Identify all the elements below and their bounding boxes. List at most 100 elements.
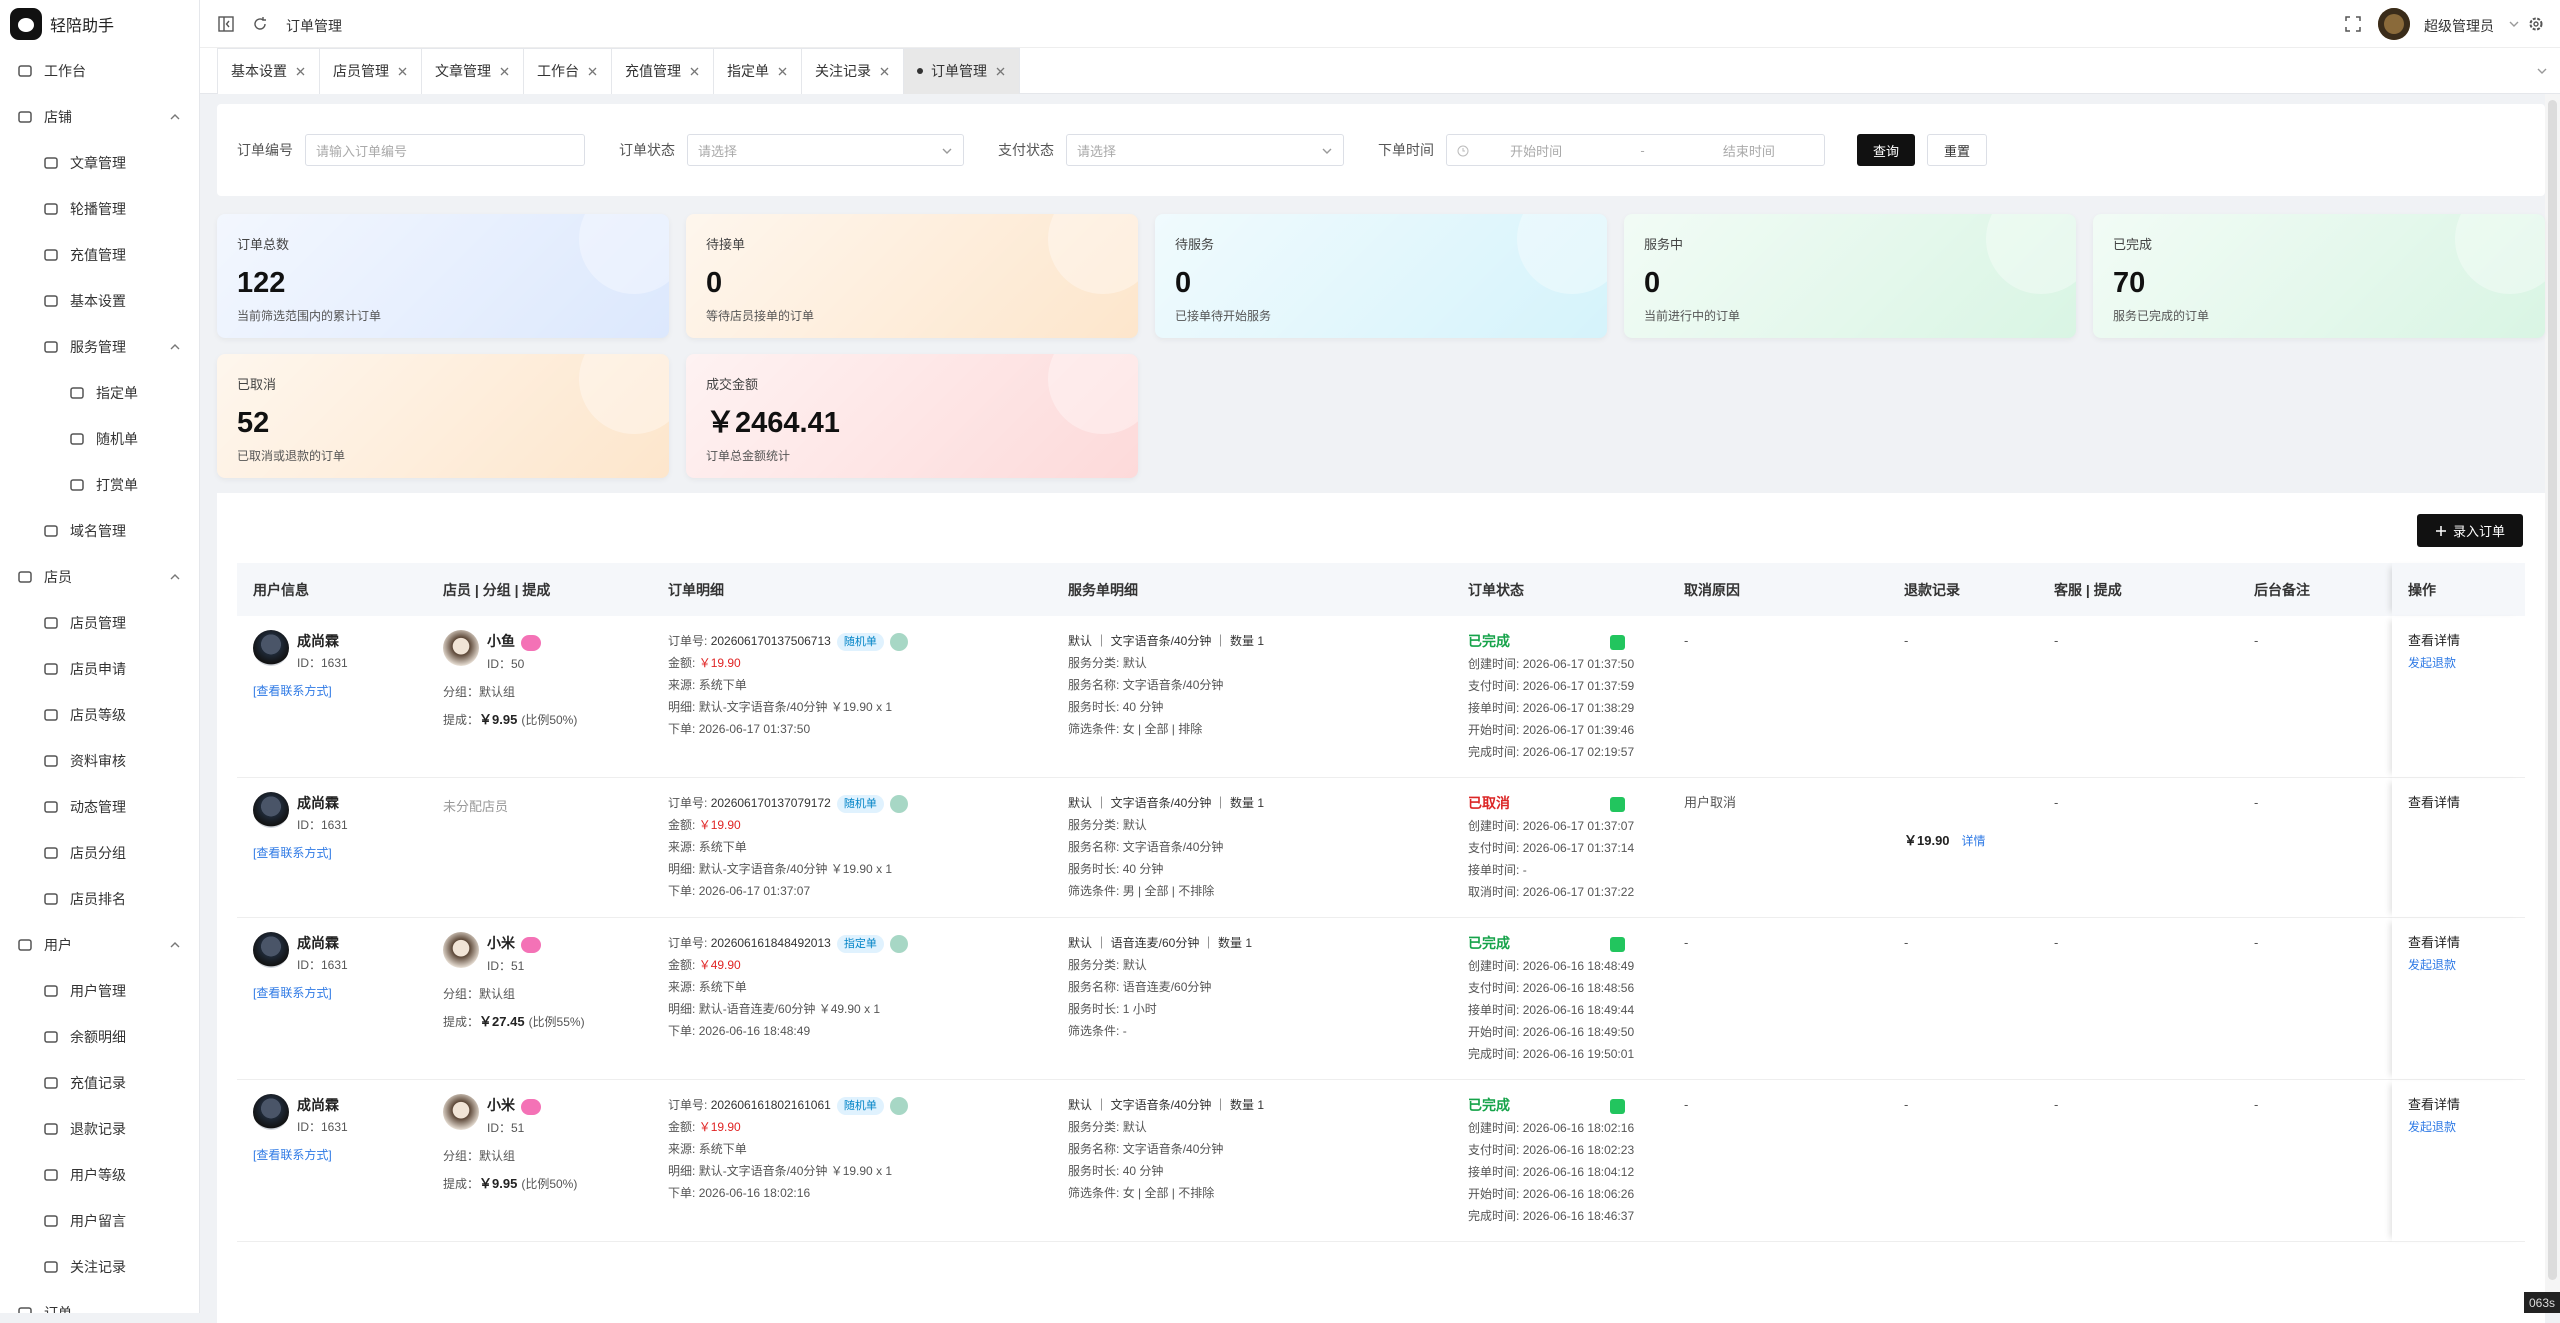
menu-item[interactable]: 域名管理 xyxy=(0,508,199,554)
tab[interactable]: 店员管理 xyxy=(319,47,422,94)
menu-item[interactable]: 用户 xyxy=(0,922,199,968)
tab-label: 文章管理 xyxy=(435,63,491,79)
detail-line: 创建时间: 2026-06-16 18:48:49 xyxy=(1468,955,1668,977)
detail-value: 系统下单 xyxy=(698,678,747,692)
expand-caret xyxy=(170,942,180,948)
menu-icon xyxy=(44,157,58,169)
contact-link[interactable]: [查看联系方式] xyxy=(253,1148,332,1162)
status-head: 已完成 xyxy=(1468,630,1668,653)
menu-item[interactable]: 充值管理 xyxy=(0,232,199,278)
menu-item[interactable]: 店员 xyxy=(0,554,199,600)
detail-value: 2026-06-17 01:37:59 xyxy=(1522,679,1635,693)
order-tag: 随机单 xyxy=(836,633,884,651)
menu-label: 用户 xyxy=(44,937,72,953)
menu-label: 店员等级 xyxy=(70,707,126,723)
action-link[interactable]: 发起退款 xyxy=(2408,656,2457,670)
menu-item[interactable]: 店员分组 xyxy=(0,830,199,876)
tab-close xyxy=(500,67,509,75)
menu-item[interactable]: 店铺 xyxy=(0,94,199,140)
menu-item[interactable]: 资料审核 xyxy=(0,738,199,784)
menu-item[interactable]: 退款记录 xyxy=(0,1106,199,1152)
menu-item[interactable]: 用户等级 xyxy=(0,1152,199,1198)
user-name: 成尚霖 xyxy=(297,633,339,649)
menu-item[interactable]: 基本设置 xyxy=(0,278,199,324)
scrollbar[interactable] xyxy=(2545,94,2560,1313)
input[interactable]: 请输入订单编号 xyxy=(305,134,585,166)
tab[interactable]: 工作台 xyxy=(523,47,612,94)
filter-label: 下单时间 xyxy=(1378,142,1434,158)
menu-item[interactable]: 指定单 xyxy=(0,370,199,416)
select[interactable]: 请选择 xyxy=(687,134,964,166)
tab[interactable]: 关注记录 xyxy=(801,47,904,94)
order-cell: 订单号: 202606161848492013 指定单 金额: ￥49.90 来源: … xyxy=(652,918,1052,1080)
add-order-button[interactable]: 录入订单 xyxy=(2417,514,2523,547)
stat-desc: 服务已完成的订单 xyxy=(2113,309,2210,323)
table-body: 成尚霖 ID：1631 [查看联系方式] 小鱼 ID：50 分组：默认组 提成：￥9.95(… xyxy=(237,616,2525,1242)
menu-item[interactable]: 店员等级 xyxy=(0,692,199,738)
table-row: 成尚霖 ID：1631 [查看联系方式] 小米 ID：51 分组：默认组 提成：￥9.95(… xyxy=(237,1080,2525,1242)
menu-item[interactable]: 服务管理 xyxy=(0,324,199,370)
chat-badge xyxy=(521,634,541,651)
menu-item[interactable]: 充值记录 xyxy=(0,1060,199,1106)
menu-item[interactable]: 工作台 xyxy=(0,48,199,94)
detail-label: 来源: xyxy=(668,678,696,692)
detail-line: 支付时间: 2026-06-16 18:02:23 xyxy=(1468,1139,1668,1161)
scroll-thumb[interactable] xyxy=(2548,100,2557,1280)
detail-value: 默认 xyxy=(1122,818,1147,832)
contact-link[interactable]: [查看联系方式] xyxy=(253,846,332,860)
detail-value: 1 小时 xyxy=(1122,1002,1157,1016)
tab[interactable]: 文章管理 xyxy=(421,47,524,94)
tag-icon xyxy=(889,1096,908,1115)
detail-label: 开始时间: xyxy=(1468,1187,1520,1201)
menu-item[interactable]: 随机单 xyxy=(0,416,199,462)
reset-button[interactable]: 重置 xyxy=(1927,134,1988,166)
action-link[interactable]: 发起退款 xyxy=(2408,958,2457,972)
action-link[interactable]: 发起退款 xyxy=(2408,1120,2457,1134)
status-label: 已完成 xyxy=(1468,935,1510,951)
menu-item[interactable]: 订单 xyxy=(0,1290,199,1313)
date-range[interactable]: 开始时间 - 结束时间 xyxy=(1446,134,1825,166)
amount-line: 金额: ￥19.90 xyxy=(668,1116,1052,1138)
action-link[interactable]: 查看详情 xyxy=(2408,795,2461,810)
menu-item[interactable]: 文章管理 xyxy=(0,140,199,186)
select[interactable]: 请选择 xyxy=(1066,134,1344,166)
select-caret xyxy=(1322,148,1332,154)
menu-item[interactable]: 用户管理 xyxy=(0,968,199,1014)
user-name[interactable]: 超级管理员 xyxy=(2424,18,2494,34)
status-head: 已完成 xyxy=(1468,932,1668,955)
action-link[interactable]: 查看详情 xyxy=(2408,935,2461,950)
tab[interactable]: 基本设置 xyxy=(217,47,320,94)
tag-icon xyxy=(889,934,908,953)
contact-link[interactable]: [查看联系方式] xyxy=(253,986,332,1000)
status-label: 已完成 xyxy=(1468,633,1510,649)
menu-item[interactable]: 店员申请 xyxy=(0,646,199,692)
detail-label: 下单: xyxy=(668,884,696,898)
tab[interactable]: 指定单 xyxy=(713,47,802,94)
menu-item[interactable]: 轮播管理 xyxy=(0,186,199,232)
menu-item[interactable]: 用户留言 xyxy=(0,1198,199,1244)
menu-label: 店员管理 xyxy=(70,615,126,631)
menu-label: 用户留言 xyxy=(70,1213,126,1229)
menu-icon xyxy=(44,893,58,905)
menu-item[interactable]: 店员排名 xyxy=(0,876,199,922)
tab[interactable]: 充值管理 xyxy=(611,47,714,94)
contact-link[interactable]: [查看联系方式] xyxy=(253,684,332,698)
detail-label: 来源: xyxy=(668,840,696,854)
detail-line: 支付时间: 2026-06-17 01:37:59 xyxy=(1468,675,1668,697)
refund-detail-link[interactable]: 详情 xyxy=(1961,833,1986,848)
menu-item[interactable]: 店员管理 xyxy=(0,600,199,646)
detail-line: 筛选条件: 女 | 全部 | 排除 xyxy=(1068,718,1452,740)
search-button[interactable]: 查询 xyxy=(1857,134,1916,166)
commission-value: ￥9.95 xyxy=(479,712,518,727)
menu-item[interactable]: 余额明细 xyxy=(0,1014,199,1060)
action-link[interactable]: 查看详情 xyxy=(2408,1097,2461,1112)
detail-line: 完成时间: 2026-06-16 19:50:01 xyxy=(1468,1043,1668,1065)
menu-label: 充值管理 xyxy=(70,247,126,263)
commission-ratio: (比例50%) xyxy=(521,1177,578,1191)
action-link[interactable]: 查看详情 xyxy=(2408,633,2461,648)
menu-item[interactable]: 动态管理 xyxy=(0,784,199,830)
menu-item[interactable]: 关注记录 xyxy=(0,1244,199,1290)
tab[interactable]: 订单管理 xyxy=(903,47,1020,94)
stat-card: 已完成 70 服务已完成的订单 xyxy=(2093,214,2545,338)
menu-item[interactable]: 打赏单 xyxy=(0,462,199,508)
